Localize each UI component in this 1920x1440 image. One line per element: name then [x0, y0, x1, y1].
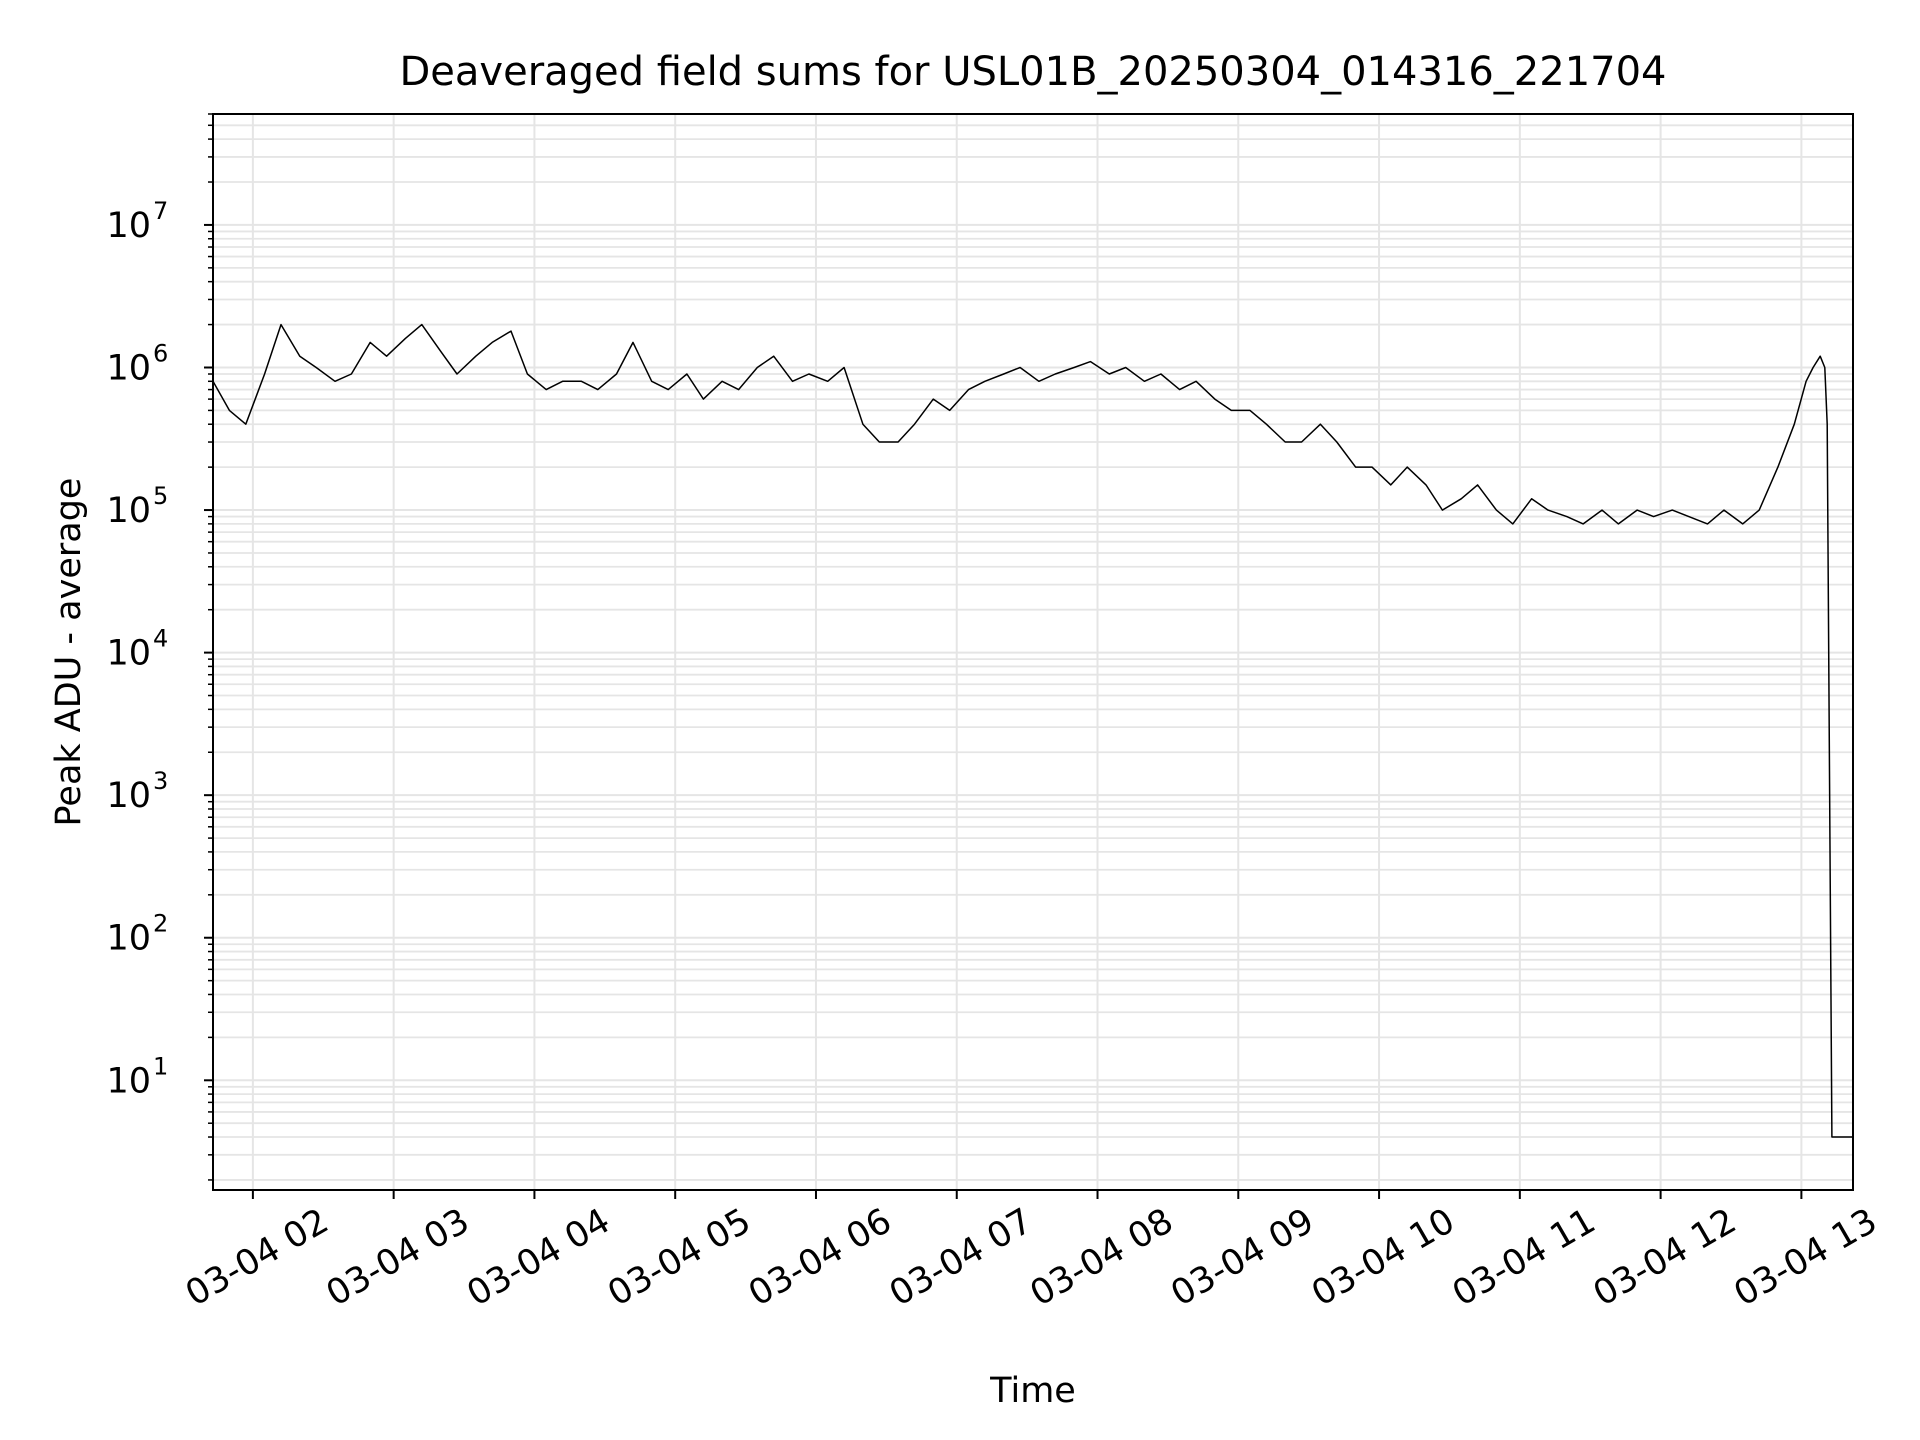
y-axis-label: Peak ADU - average — [49, 478, 89, 827]
y-tick-exponent: 5 — [153, 482, 168, 510]
y-tick-exponent: 7 — [153, 197, 168, 225]
x-tick-label: 03-04 08 — [1024, 1201, 1180, 1314]
x-tick-label: 03-04 09 — [1165, 1201, 1321, 1314]
x-tick-label: 03-04 13 — [1728, 1201, 1884, 1314]
plot-area — [212, 323, 1853, 1138]
y-tick-label: 10 — [106, 491, 151, 531]
y-tick-label: 10 — [106, 634, 151, 674]
y-tick-label: 10 — [106, 206, 151, 246]
x-tick-label: 03-04 11 — [1446, 1201, 1602, 1314]
y-tick-exponent: 1 — [153, 1052, 168, 1080]
x-tick-label: 03-04 12 — [1587, 1201, 1743, 1314]
y-tick-exponent: 6 — [153, 339, 168, 367]
x-tick-label: 03-04 06 — [742, 1201, 898, 1314]
grid — [213, 113, 1853, 1190]
x-tick-label: 03-04 10 — [1305, 1201, 1461, 1314]
series-line — [212, 323, 1853, 1138]
y-tick-label: 10 — [106, 1061, 151, 1101]
x-tick-label: 03-04 05 — [601, 1201, 757, 1314]
x-tick-label: 03-04 07 — [883, 1201, 1039, 1314]
y-tick-label: 10 — [106, 348, 151, 388]
y-tick-label: 10 — [106, 919, 151, 959]
x-tick-label: 03-04 03 — [320, 1201, 476, 1314]
y-tick-exponent: 2 — [153, 910, 168, 938]
y-tick-exponent: 3 — [153, 767, 168, 795]
x-tick-label: 03-04 04 — [461, 1201, 617, 1314]
chart-title: Deaveraged field sums for USL01B_2025030… — [400, 49, 1667, 95]
y-tick-label: 10 — [106, 776, 151, 816]
y-tick-exponent: 4 — [153, 625, 168, 653]
x-axis-label: Time — [989, 1371, 1076, 1411]
x-tick-label: 03-04 02 — [179, 1201, 335, 1314]
